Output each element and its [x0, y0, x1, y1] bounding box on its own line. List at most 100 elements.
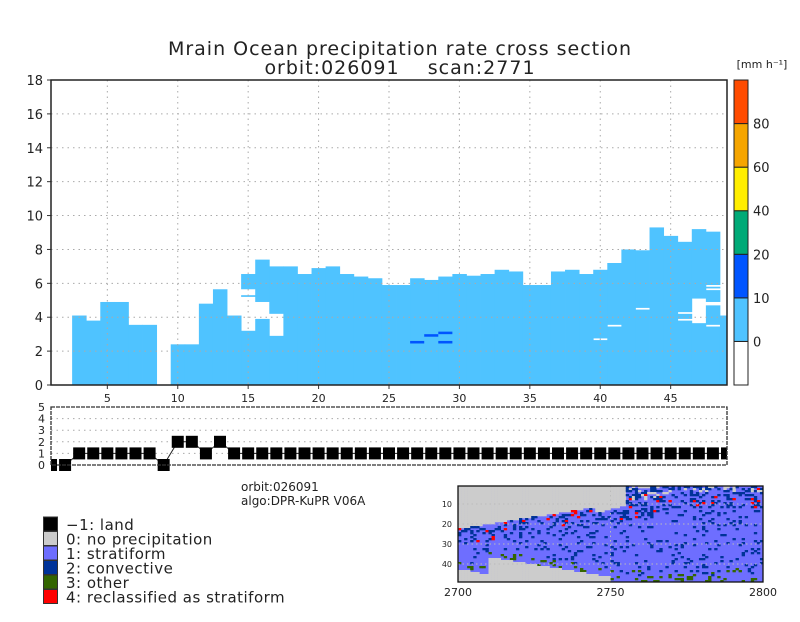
map-cell: [473, 490, 477, 493]
map-cell: [525, 576, 529, 579]
map-cell: [680, 574, 684, 577]
map-cell: [470, 492, 474, 495]
map-cell: [546, 532, 550, 535]
rain-type-marker: [143, 447, 156, 460]
map-cell: [622, 500, 627, 503]
rain-type-marker: [580, 447, 593, 460]
map-cell: [543, 572, 547, 575]
map-cell: [695, 570, 700, 573]
map-cell: [607, 498, 611, 501]
map-cell: [619, 494, 623, 497]
map-cell: [595, 486, 599, 489]
map-cell: [467, 516, 471, 519]
map-cell: [705, 530, 709, 533]
map-cell: [525, 506, 529, 509]
map-cell: [625, 546, 630, 549]
map-cell: [653, 490, 657, 493]
map-cell: [698, 510, 703, 513]
map-cell: [503, 514, 508, 517]
map-cell: [555, 568, 559, 571]
map-cell: [525, 486, 529, 489]
map-cell: [512, 502, 517, 505]
map-cell: [540, 570, 544, 573]
map-cell: [479, 574, 483, 577]
map-cell: [461, 518, 465, 521]
map-cell: [476, 504, 480, 507]
rain-cell-0-10: [508, 271, 524, 385]
map-cell: [488, 530, 492, 533]
map-cell: [464, 578, 468, 581]
rain-cell-0-10: [184, 344, 200, 385]
map-cell: [506, 566, 511, 569]
map-cell: [601, 580, 605, 583]
y-tick-label: 5: [38, 401, 45, 414]
map-cell: [753, 500, 758, 503]
map-cell: [509, 506, 514, 509]
map-cell: [592, 522, 596, 525]
map-cell: [482, 488, 486, 491]
map-cell: [610, 546, 614, 549]
map-cell: [476, 492, 480, 495]
map-cell: [506, 510, 511, 513]
map-cell: [570, 576, 575, 579]
map-cell: [488, 514, 492, 517]
map-cell: [458, 500, 462, 503]
map-cell: [546, 556, 550, 559]
map-cell: [601, 498, 605, 501]
map-cell: [683, 494, 688, 497]
map-cell: [711, 496, 715, 499]
map-cell: [726, 496, 730, 499]
map-cell: [744, 494, 749, 497]
rain-type-marker: [552, 447, 564, 460]
map-cell: [537, 510, 541, 513]
map-cell: [601, 562, 605, 565]
map-cell: [610, 554, 614, 557]
map-cell: [583, 490, 587, 493]
map-cell: [756, 490, 761, 493]
map-cell: [491, 578, 495, 581]
map-cell: [470, 536, 474, 539]
map-cell: [464, 514, 468, 517]
map-cell: [573, 562, 578, 565]
rain-cell-0-10: [635, 309, 650, 385]
map-cell: [555, 510, 559, 513]
map-cell: [458, 522, 462, 525]
map-cell: [528, 570, 532, 573]
map-cell: [485, 574, 489, 577]
map-cell: [470, 506, 474, 509]
map-cell: [598, 514, 602, 517]
map-cell: [500, 514, 505, 517]
map-cell: [573, 492, 578, 495]
map-cell: [552, 564, 556, 567]
map-cell: [491, 508, 495, 511]
map-cell: [515, 502, 520, 505]
map-cell: [482, 518, 486, 521]
map-cell: [595, 488, 599, 491]
map-cell: [656, 496, 660, 499]
colorbar-label: 80: [753, 118, 770, 133]
map-cell: [497, 512, 501, 515]
colorbar-swatch: [733, 210, 749, 255]
map-cell: [662, 486, 666, 489]
map-cell: [473, 548, 477, 551]
map-cell: [546, 492, 550, 495]
map-cell: [531, 568, 535, 571]
map-cell: [497, 572, 501, 575]
map-cell: [586, 486, 590, 489]
map-cell: [467, 576, 471, 579]
map-cell: [607, 578, 611, 581]
map-cell: [671, 494, 675, 497]
map-cell: [485, 576, 489, 579]
rain-cell-0-10: [677, 320, 693, 385]
map-cell: [659, 576, 663, 579]
map-cell: [531, 528, 535, 531]
map-cell: [479, 486, 483, 489]
map-cell: [470, 498, 474, 501]
map-cell: [506, 576, 511, 579]
map-cell: [543, 492, 547, 495]
map-cell: [537, 520, 541, 523]
map-cell: [506, 492, 511, 495]
map-cell: [491, 514, 495, 517]
map-cell: [482, 580, 486, 583]
